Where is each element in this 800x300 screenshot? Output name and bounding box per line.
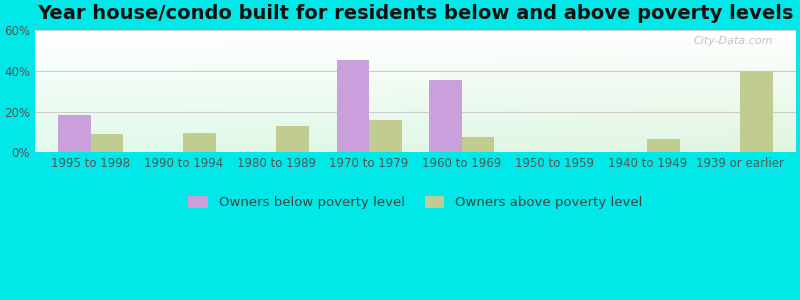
Bar xyxy=(276,126,309,152)
Bar xyxy=(337,60,369,152)
Bar xyxy=(430,80,462,152)
Bar xyxy=(740,71,773,152)
Bar xyxy=(183,133,216,152)
Legend: Owners below poverty level, Owners above poverty level: Owners below poverty level, Owners above… xyxy=(189,196,642,209)
Bar xyxy=(58,115,90,152)
Text: City-Data.com: City-Data.com xyxy=(694,36,773,46)
Bar xyxy=(647,139,680,152)
Bar xyxy=(369,120,402,152)
Title: Year house/condo built for residents below and above poverty levels: Year house/condo built for residents bel… xyxy=(38,4,794,23)
Bar xyxy=(90,134,123,152)
Bar xyxy=(462,137,494,152)
